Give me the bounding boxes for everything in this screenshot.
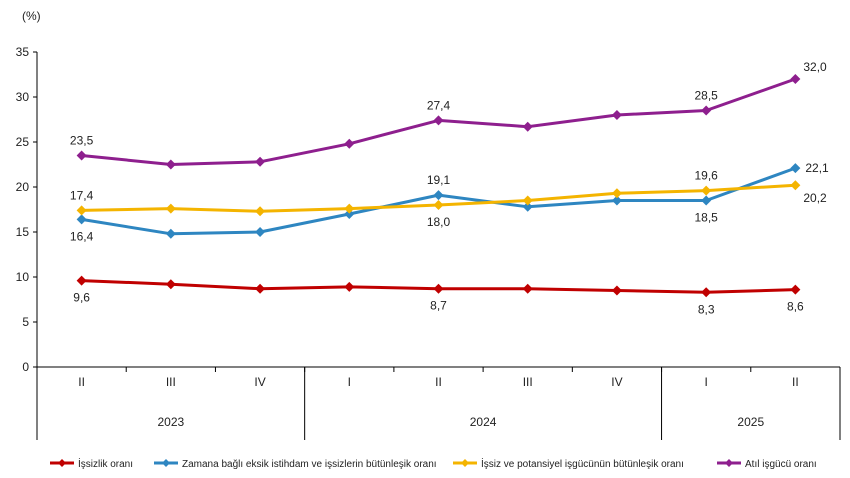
data-point bbox=[790, 163, 801, 174]
year-label: 2023 bbox=[157, 415, 184, 429]
data-point bbox=[76, 214, 87, 225]
x-tick-label: III bbox=[166, 375, 176, 389]
data-point bbox=[611, 285, 622, 296]
data-label: 19,6 bbox=[694, 169, 718, 183]
data-label: 8,7 bbox=[430, 299, 447, 313]
data-point bbox=[701, 287, 712, 298]
data-label: 23,5 bbox=[70, 134, 94, 148]
x-tick-label: I bbox=[704, 375, 707, 389]
data-point bbox=[522, 195, 533, 206]
data-point bbox=[701, 105, 712, 116]
data-point bbox=[701, 185, 712, 196]
legend-entry-1: İşsizlik oranı bbox=[50, 457, 133, 470]
data-point bbox=[522, 201, 533, 212]
data-point bbox=[522, 283, 533, 294]
data-point bbox=[790, 180, 801, 191]
plot-area: 9,6 8,7 8,3 8,6 16,4 19,1 18,5 22,1 17,4 18,0 19,6… bbox=[70, 60, 829, 316]
data-label: 16,4 bbox=[70, 229, 94, 243]
series-4: 23,5 27,4 28,5 32,0 bbox=[70, 60, 827, 170]
year-label: 2024 bbox=[470, 415, 497, 429]
y-axis: 0 5 10 15 20 25 30 35 bbox=[16, 45, 38, 374]
data-point bbox=[76, 205, 87, 216]
data-point bbox=[790, 284, 801, 295]
legend-entry-4: Atıl işgücü oranı bbox=[717, 459, 817, 470]
data-label: 22,1 bbox=[805, 161, 829, 175]
data-point bbox=[255, 206, 266, 217]
legend-swatch-marker bbox=[162, 459, 170, 467]
y-tick-label: 20 bbox=[16, 180, 30, 194]
data-point bbox=[165, 159, 176, 170]
data-point bbox=[344, 281, 355, 292]
data-label: 20,2 bbox=[803, 191, 827, 205]
y-axis-unit: (%) bbox=[22, 9, 41, 23]
data-label: 32,0 bbox=[803, 60, 827, 74]
data-label: 18,5 bbox=[694, 211, 718, 225]
y-tick-label: 25 bbox=[16, 135, 30, 149]
x-tick-label: II bbox=[792, 375, 799, 389]
data-label: 9,6 bbox=[73, 291, 90, 305]
year-label: 2025 bbox=[737, 415, 764, 429]
data-point bbox=[344, 138, 355, 149]
series-2: 16,4 19,1 18,5 22,1 bbox=[70, 161, 829, 243]
legend-label: Zamana bağlı eksik istihdam ve işsizleri… bbox=[182, 459, 437, 470]
legend-label: İşsiz ve potansiyel işgücünün bütünleşik… bbox=[481, 457, 684, 470]
data-point bbox=[255, 156, 266, 167]
data-point bbox=[522, 121, 533, 132]
data-point bbox=[255, 283, 266, 294]
x-tick-label: II bbox=[435, 375, 442, 389]
x-tick-label: IV bbox=[254, 375, 265, 389]
legend-label: İşsizlik oranı bbox=[78, 457, 133, 470]
legend-entry-3: İşsiz ve potansiyel işgücünün bütünleşik… bbox=[453, 457, 684, 470]
data-point bbox=[76, 150, 87, 161]
legend-label: Atıl işgücü oranı bbox=[745, 459, 817, 470]
data-point bbox=[611, 110, 622, 120]
data-point bbox=[165, 279, 176, 290]
data-point bbox=[611, 195, 622, 206]
data-point bbox=[433, 115, 444, 126]
data-point bbox=[611, 188, 622, 199]
data-point bbox=[344, 209, 355, 219]
data-point bbox=[76, 275, 87, 286]
series-3: 17,4 18,0 19,6 20,2 bbox=[70, 169, 827, 229]
data-label: 28,5 bbox=[694, 89, 718, 103]
data-point bbox=[433, 200, 444, 210]
data-point bbox=[433, 190, 444, 201]
y-tick-label: 0 bbox=[22, 360, 29, 374]
data-label: 18,0 bbox=[427, 215, 451, 229]
x-tick-label: III bbox=[523, 375, 533, 389]
series-1: 9,6 8,7 8,3 8,6 bbox=[73, 275, 804, 316]
data-label: 8,6 bbox=[787, 300, 804, 314]
data-point bbox=[701, 195, 712, 206]
data-point bbox=[433, 283, 444, 294]
legend: İşsizlik oranı Zamana bağlı eksik istihda… bbox=[50, 457, 817, 470]
x-tick-label: II bbox=[78, 375, 85, 389]
data-point bbox=[165, 228, 176, 239]
y-tick-label: 15 bbox=[16, 225, 30, 239]
data-label: 17,4 bbox=[70, 188, 94, 202]
legend-swatch-marker bbox=[461, 459, 469, 467]
data-point bbox=[165, 203, 176, 214]
y-tick-label: 5 bbox=[22, 315, 29, 329]
y-tick-label: 35 bbox=[16, 45, 30, 59]
data-point bbox=[790, 74, 801, 84]
legend-swatch-marker bbox=[58, 459, 66, 467]
data-label: 19,1 bbox=[427, 173, 451, 187]
data-point bbox=[255, 227, 266, 237]
data-label: 27,4 bbox=[427, 98, 451, 112]
x-tick-label: I bbox=[348, 375, 351, 389]
y-tick-label: 10 bbox=[16, 270, 30, 284]
legend-swatch-marker bbox=[725, 459, 733, 467]
x-tick-label: IV bbox=[611, 375, 622, 389]
data-label: 8,3 bbox=[698, 302, 715, 316]
data-point bbox=[344, 203, 355, 214]
legend-entry-2: Zamana bağlı eksik istihdam ve işsizleri… bbox=[154, 459, 437, 470]
y-tick-label: 30 bbox=[16, 90, 30, 104]
